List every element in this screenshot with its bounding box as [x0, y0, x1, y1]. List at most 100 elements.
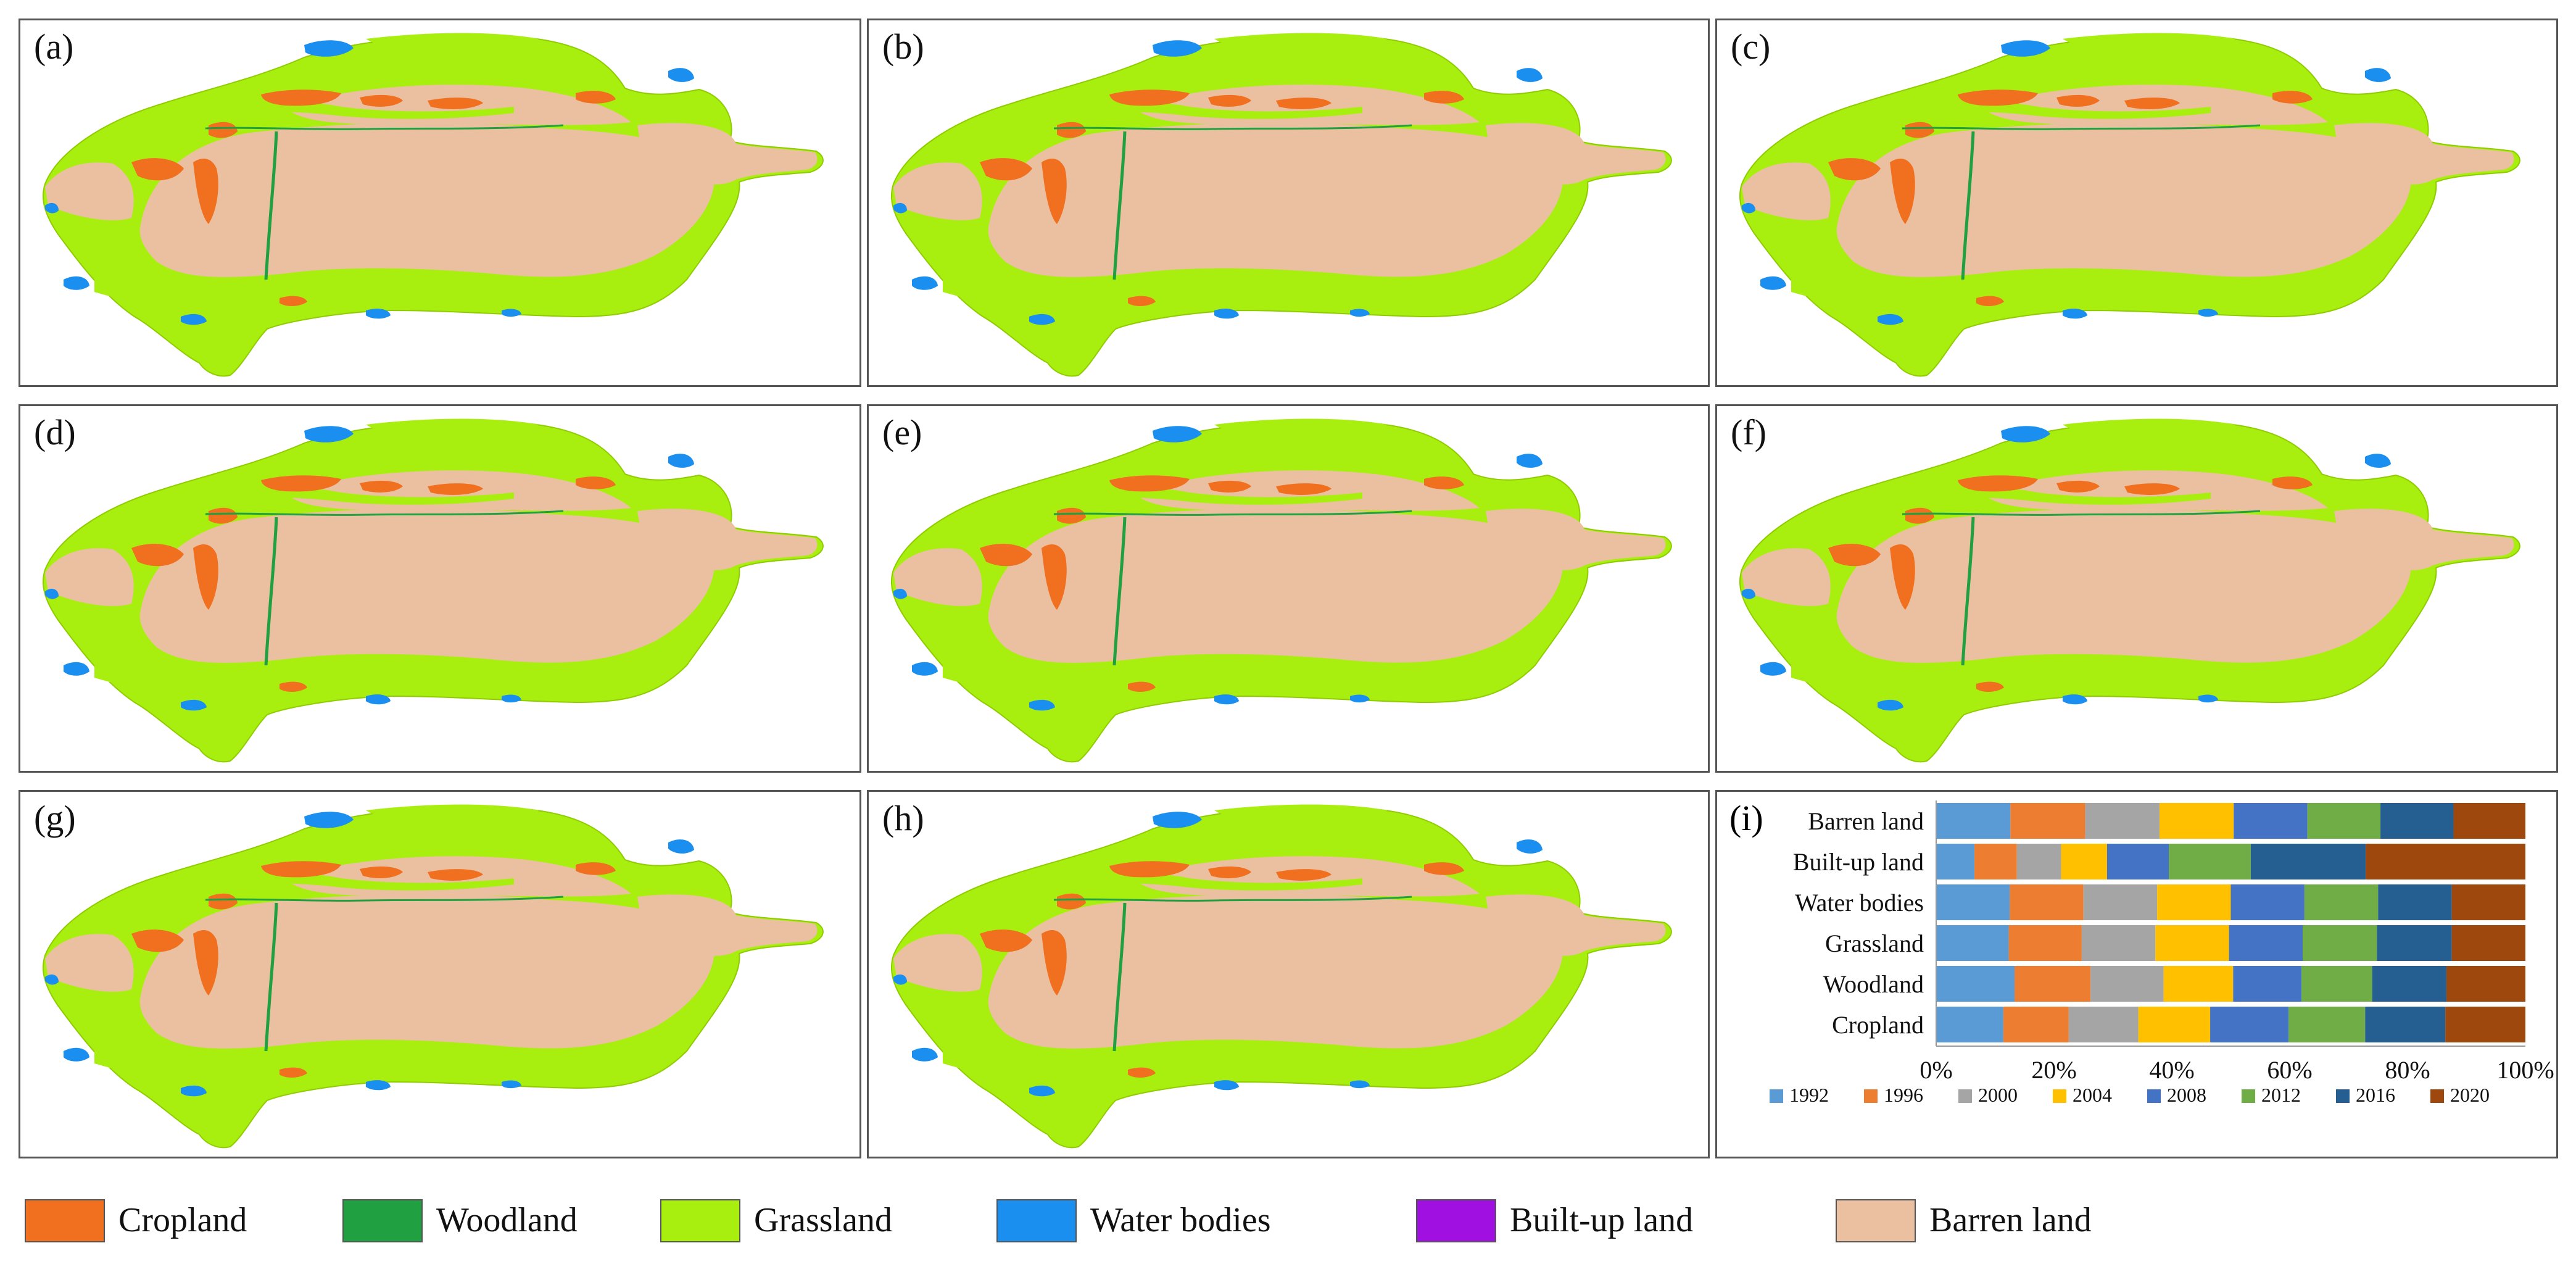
chart-legend-swatch — [2147, 1089, 2161, 1103]
bar-segment — [2366, 844, 2525, 879]
cropland-patch — [1828, 544, 1881, 567]
water-body — [668, 68, 694, 82]
cropland-patch — [980, 929, 1032, 952]
water-body — [181, 699, 207, 711]
chart-legend-swatch — [2336, 1089, 2350, 1103]
bar-segment — [2234, 803, 2308, 839]
barren-land-desert — [1836, 508, 2412, 663]
bar-segment — [1936, 884, 2010, 920]
bar-segment — [2446, 966, 2525, 1002]
cropland-patch — [360, 480, 403, 493]
cropland-patch — [1109, 475, 1190, 492]
water-body — [2365, 68, 2391, 82]
land-use-map — [43, 33, 824, 377]
water-body — [45, 588, 59, 599]
grassland-altai — [2063, 418, 2235, 439]
cropland-patch — [131, 158, 184, 181]
bar-segment — [2210, 1007, 2289, 1042]
legend-label: Water bodies — [1090, 1201, 1271, 1239]
cropland-patch — [1128, 296, 1156, 306]
water-body — [2198, 694, 2218, 703]
chart-panel-i: (i) Barren land Built-up land Water bodies… — [1715, 790, 2558, 1158]
grassland-belt-north — [1865, 100, 2211, 119]
legend-label: Barren land — [1929, 1201, 2092, 1239]
cropland-patch — [980, 158, 1032, 181]
bar-segment — [1974, 844, 2017, 879]
bar-segment — [2250, 844, 2366, 879]
barren-land-west — [45, 162, 134, 220]
map-panel-e: (e) — [867, 404, 1710, 773]
grassland-belt-north — [1017, 100, 1362, 119]
bar-segment — [2445, 1007, 2525, 1042]
cropland-patch — [1424, 862, 1464, 875]
woodland-north-corridor — [1053, 896, 1412, 902]
barren-land-west — [893, 162, 982, 220]
legend-swatch — [342, 1199, 423, 1242]
bar-segment — [2451, 884, 2525, 920]
water-body — [1517, 68, 1543, 82]
bar-segment — [2010, 803, 2085, 839]
cropland-patch — [1276, 483, 1331, 495]
cropland-patch — [1042, 544, 1067, 610]
legend-swatch — [996, 1199, 1077, 1242]
water-body — [45, 974, 59, 985]
cropland-patch — [2124, 483, 2180, 495]
cropland-patch — [1128, 1067, 1156, 1078]
water-body — [2001, 40, 2050, 57]
bar-segment — [2288, 1007, 2366, 1042]
x-tick-label: 20% — [2031, 1056, 2076, 1084]
woodland-north-corridor — [205, 510, 564, 516]
water-body — [1153, 40, 1202, 57]
barren-land-west — [893, 934, 982, 992]
water-body — [1153, 426, 1202, 443]
land-use-map — [1739, 418, 2520, 763]
chart-legend-label: 2008 — [2167, 1084, 2206, 1106]
legend-label: Cropland — [118, 1201, 247, 1239]
cropland-patch — [1976, 296, 2004, 306]
legend-swatch — [660, 1199, 740, 1242]
legend-label: Grassland — [754, 1201, 892, 1239]
grassland-altai — [1214, 418, 1387, 439]
woodland-river-corridor — [1961, 517, 1975, 666]
bar-segment — [2081, 925, 2156, 961]
barren-land-desert — [139, 508, 715, 663]
chart-legend-swatch — [1958, 1089, 1972, 1103]
water-body — [668, 839, 694, 854]
water-body — [2063, 694, 2087, 705]
category-tick-label: Built-up land — [1793, 848, 1924, 876]
water-body — [304, 40, 354, 57]
cropland-patch — [2056, 480, 2100, 493]
cropland-patch — [428, 869, 483, 881]
cropland-patch — [193, 544, 218, 610]
cropland-patch — [576, 91, 616, 104]
barren-land-west — [1742, 548, 1831, 606]
water-body — [366, 309, 391, 319]
legend-label: Woodland — [436, 1201, 578, 1239]
cropland-patch — [280, 1067, 307, 1078]
water-body — [64, 276, 89, 290]
barren-land-desert — [139, 122, 715, 277]
legend-swatch — [1836, 1199, 1916, 1242]
grassland-belt-south — [94, 659, 662, 697]
chart-legend-swatch — [1864, 1089, 1878, 1103]
chart-legend-label: 2004 — [2073, 1084, 2112, 1106]
woodland-river-corridor — [264, 517, 278, 666]
category-tick-label: Grassland — [1825, 929, 1924, 957]
cropland-patch — [1424, 476, 1464, 489]
water-body — [1214, 309, 1239, 319]
land-use-map — [891, 804, 1672, 1149]
x-tick-label: 0% — [1920, 1056, 1952, 1084]
cropland-patch — [1890, 159, 1915, 224]
map-panel-h: (h) — [867, 790, 1710, 1158]
bar-segment — [2015, 966, 2091, 1002]
category-tick-label: Cropland — [1832, 1011, 1924, 1039]
chart-legend-label: 1996 — [1884, 1084, 1923, 1106]
grassland-altai — [1214, 33, 1387, 53]
map-panel-a: (a) — [19, 19, 861, 387]
land-use-map — [891, 33, 1672, 377]
bar-segment — [2138, 1007, 2211, 1042]
bar-segment — [2061, 844, 2107, 879]
woodland-river-corridor — [1961, 131, 1975, 280]
water-body — [502, 1080, 521, 1089]
water-body — [1742, 588, 1755, 599]
